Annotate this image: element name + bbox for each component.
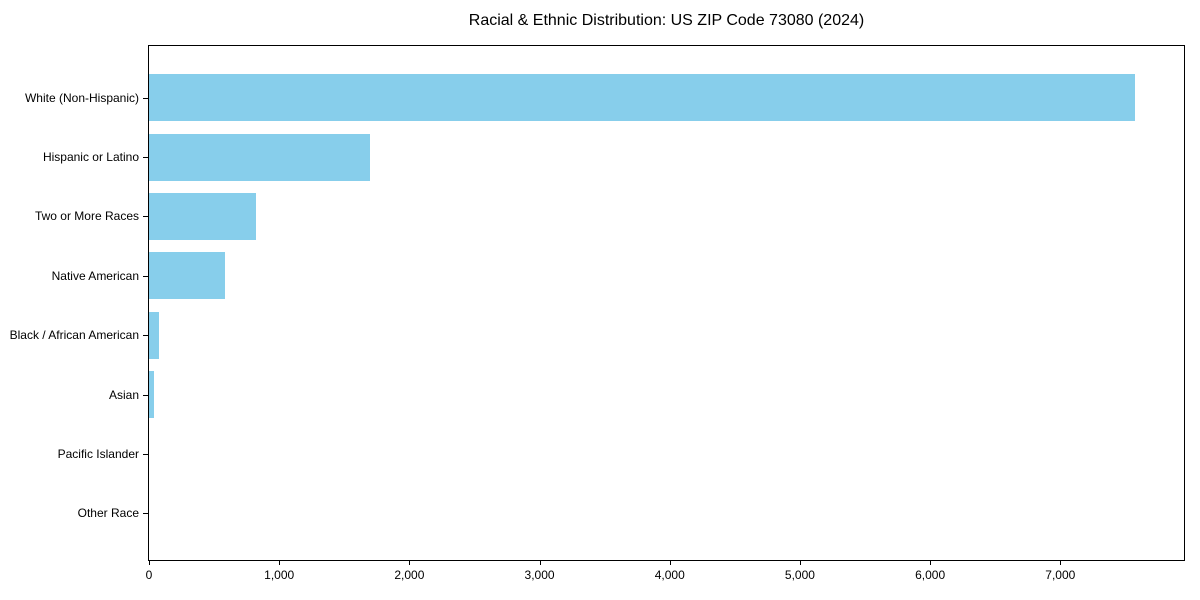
y-tick-label: Two or More Races [34,209,139,224]
y-tick-mark [143,453,148,455]
bar-black-african-american [149,311,159,359]
bar-native-american [149,252,225,300]
y-tick-label: Native American [51,268,139,283]
y-tick-label: Asian [108,387,139,402]
x-tick-mark [1060,561,1062,565]
y-tick-label: Hispanic or Latino [42,150,139,165]
x-tick-mark [539,561,541,565]
bar-white-non-hispanic- [149,74,1135,122]
x-tick-mark [279,561,281,565]
x-tick-label: 6,000 [915,568,946,582]
y-tick-mark [143,157,148,159]
x-tick-mark [409,561,411,565]
bar-two-or-more-races [149,192,257,240]
y-tick-label: Other Race [77,506,139,521]
x-tick-mark [669,561,671,565]
y-tick-mark [143,513,148,515]
bar-asian [149,371,155,419]
y-tick-label: Pacific Islander [57,446,139,461]
y-tick-label: Black / African American [9,328,139,343]
x-tick-label: 2,000 [394,568,425,582]
plot-area [148,45,1185,561]
y-tick-label: White (Non-Hispanic) [24,90,139,105]
x-tick-label: 4,000 [654,568,685,582]
y-tick-mark [143,394,148,396]
x-tick-label: 0 [145,568,153,582]
y-tick-mark [143,275,148,277]
chart-title: Racial & Ethnic Distribution: US ZIP Cod… [468,12,865,29]
y-tick-mark [143,216,148,218]
y-tick-mark [143,335,148,337]
x-tick-label: 7,000 [1045,568,1076,582]
bar-hispanic-or-latino [149,133,371,181]
x-tick-mark [149,561,150,565]
y-tick-mark [143,97,148,99]
x-tick-mark [930,561,932,565]
x-tick-mark [799,561,801,565]
x-tick-label: 5,000 [784,568,815,582]
x-tick-label: 1,000 [264,568,295,582]
x-tick-label: 3,000 [524,568,555,582]
